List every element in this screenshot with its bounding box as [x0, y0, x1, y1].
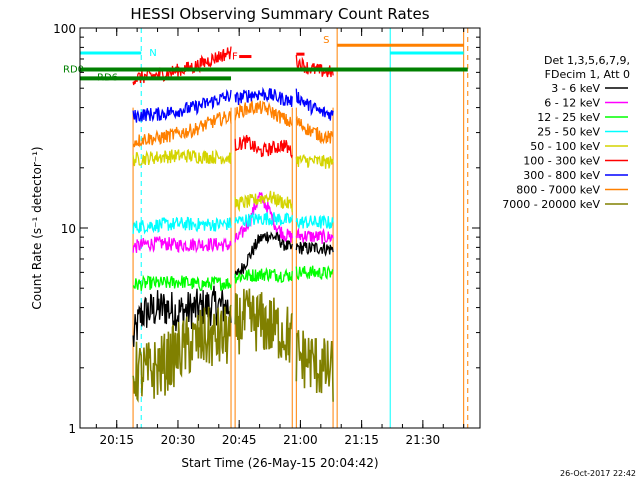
series-line — [295, 88, 334, 121]
annotation-label-n: N — [149, 48, 156, 59]
series-line — [234, 266, 293, 284]
footer-timestamp: 26-Oct-2017 22:42 — [560, 469, 636, 478]
legend-label: 6 - 12 keV — [544, 97, 600, 110]
legend-header: Det 1,3,5,6,7,9, — [544, 54, 630, 67]
x-tick-label: 20:30 — [161, 433, 196, 447]
series-800-7000-kev — [132, 100, 334, 148]
series-line — [132, 274, 232, 292]
series-line — [132, 111, 232, 148]
annotation-label-s: S — [323, 35, 329, 46]
series-line — [234, 211, 293, 228]
y-tick-label: 100 — [53, 22, 76, 36]
series-50-100-kev — [132, 148, 334, 213]
legend-label: 50 - 100 keV — [530, 140, 600, 153]
series-line — [132, 304, 232, 403]
annotation-label-rd6: RD6 — [97, 72, 118, 83]
series-line — [234, 190, 293, 213]
legend-label: 25 - 50 keV — [537, 126, 600, 139]
y-tick-label: 1 — [68, 422, 76, 436]
series-line — [234, 86, 293, 107]
legend-header: FDecim 1, Att 0 — [545, 68, 630, 81]
series-line — [295, 154, 334, 169]
x-tick-label: 21:15 — [344, 433, 379, 447]
series-line — [132, 285, 232, 347]
series-line — [295, 214, 334, 229]
x-tick-label: 20:15 — [99, 433, 134, 447]
legend-label: 7000 - 20000 keV — [502, 198, 600, 211]
x-tick-label: 20:45 — [222, 433, 257, 447]
series-line — [132, 216, 232, 235]
series-line — [295, 55, 334, 78]
legend-label: 100 - 300 keV — [523, 155, 600, 168]
series-line — [132, 88, 232, 123]
series-line — [234, 288, 293, 363]
series-12-25-kev — [132, 265, 334, 292]
annotation-label-rd0: RD0 — [63, 65, 84, 76]
series-7000-20000-kev — [132, 288, 334, 403]
legend-label: 3 - 6 keV — [551, 82, 600, 95]
series-25-50-kev — [132, 211, 334, 235]
series-line — [132, 148, 232, 167]
annotation-label-f: F — [232, 52, 238, 63]
series-line — [295, 330, 334, 402]
y-tick-label: 10 — [61, 222, 76, 236]
chart-title: HESSI Observing Summary Count Rates — [130, 5, 429, 23]
series-line — [234, 100, 293, 127]
series-3-6-kev — [132, 230, 334, 347]
x-tick-label: 21:00 — [283, 433, 318, 447]
series-line — [295, 227, 334, 244]
x-tick-label: 21:30 — [406, 433, 441, 447]
legend-label: 300 - 800 keV — [523, 169, 600, 182]
x-axis-label: Start Time (26-May-15 20:04:42) — [181, 456, 378, 470]
y-axis-label: Count Rate (s⁻¹ detector⁻¹) — [30, 146, 44, 309]
series-line — [234, 134, 293, 159]
series-line — [295, 115, 334, 145]
series-line — [132, 236, 232, 254]
series-line — [295, 265, 334, 281]
legend-label: 12 - 25 keV — [537, 111, 600, 124]
series-300-800-kev — [132, 86, 334, 123]
series-line — [295, 241, 334, 257]
legend-label: 800 - 7000 keV — [516, 184, 600, 197]
